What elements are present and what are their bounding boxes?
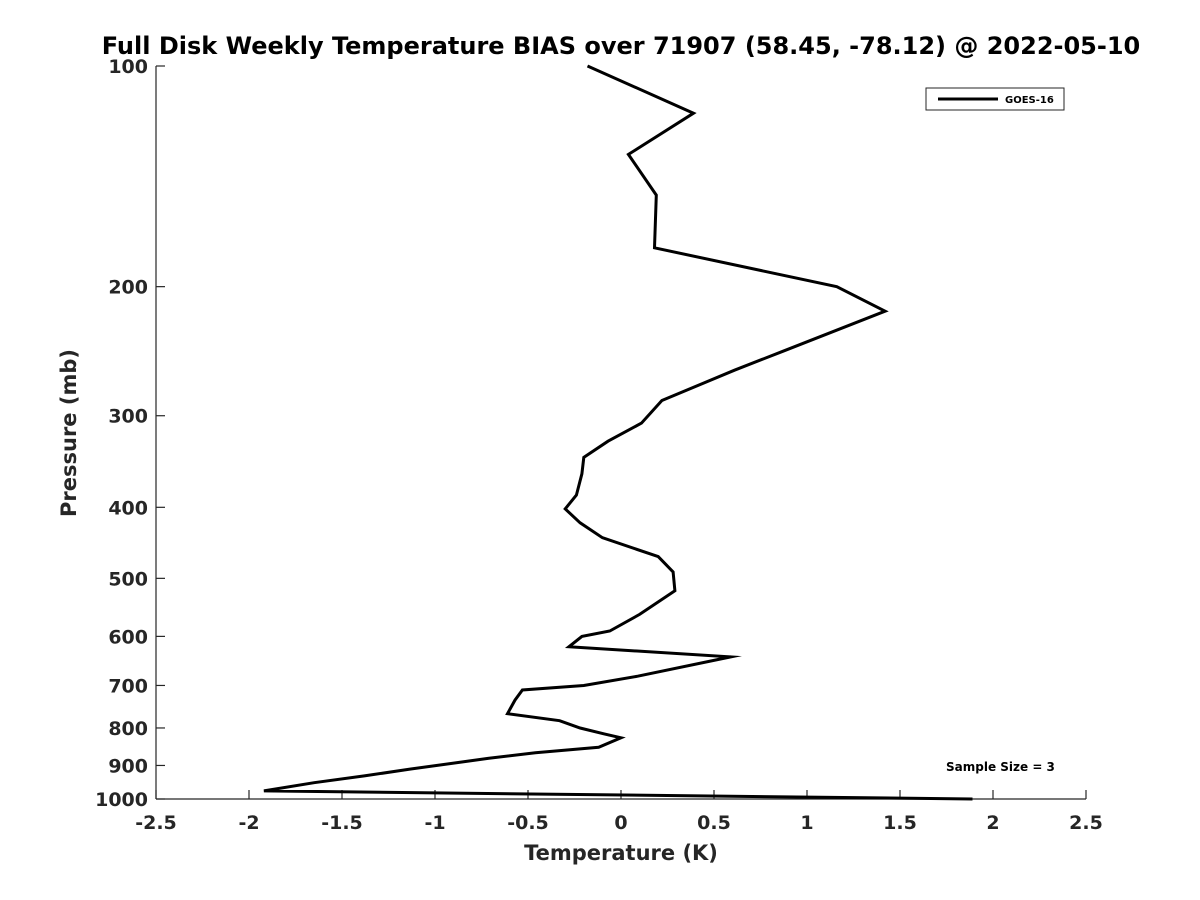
x-tick-label: -2: [238, 812, 259, 834]
x-tick-label: 1: [800, 812, 813, 834]
chart-title: Full Disk Weekly Temperature BIAS over 7…: [102, 32, 1141, 60]
y-tick-label: 100: [108, 56, 148, 78]
y-tick-label: 1000: [95, 789, 148, 811]
x-tick-label: -2.5: [135, 812, 177, 834]
y-tick-label: 900: [108, 755, 148, 777]
x-axis-label: Temperature (K): [524, 841, 718, 865]
x-tick-label: -0.5: [507, 812, 549, 834]
y-tick-label: 400: [108, 497, 148, 519]
y-tick-label: 700: [108, 675, 148, 697]
legend-label-goes-16: GOES-16: [1005, 95, 1054, 106]
x-tick-label: -1.5: [321, 812, 363, 834]
x-tick-label: 2.5: [1069, 812, 1103, 834]
x-tick-label: 0: [614, 812, 627, 834]
x-tick-label: 0.5: [697, 812, 731, 834]
series-group: [263, 64, 973, 801]
series-line-goes-16: [263, 64, 973, 801]
x-tick-label: -1: [424, 812, 445, 834]
y-axis-label: Pressure (mb): [57, 349, 81, 517]
x-axis: -2.5 -2 -1.5 -1 -0.5 0 0.5 1 1.5 2 2.5: [135, 790, 1103, 834]
y-tick-label: 300: [108, 406, 148, 428]
y-tick-label: 500: [108, 568, 148, 590]
legend: GOES-16: [925, 87, 1065, 111]
sample-size-annotation: Sample Size = 3: [946, 760, 1055, 774]
y-tick-label: 600: [108, 626, 148, 648]
x-tick-label: 1.5: [883, 812, 917, 834]
y-tick-label: 800: [108, 718, 148, 740]
y-axis: 100 200 300 400 500 600 700 800 900 1000: [95, 56, 165, 811]
x-tick-label: 2: [986, 812, 999, 834]
y-tick-label: 200: [108, 277, 148, 299]
